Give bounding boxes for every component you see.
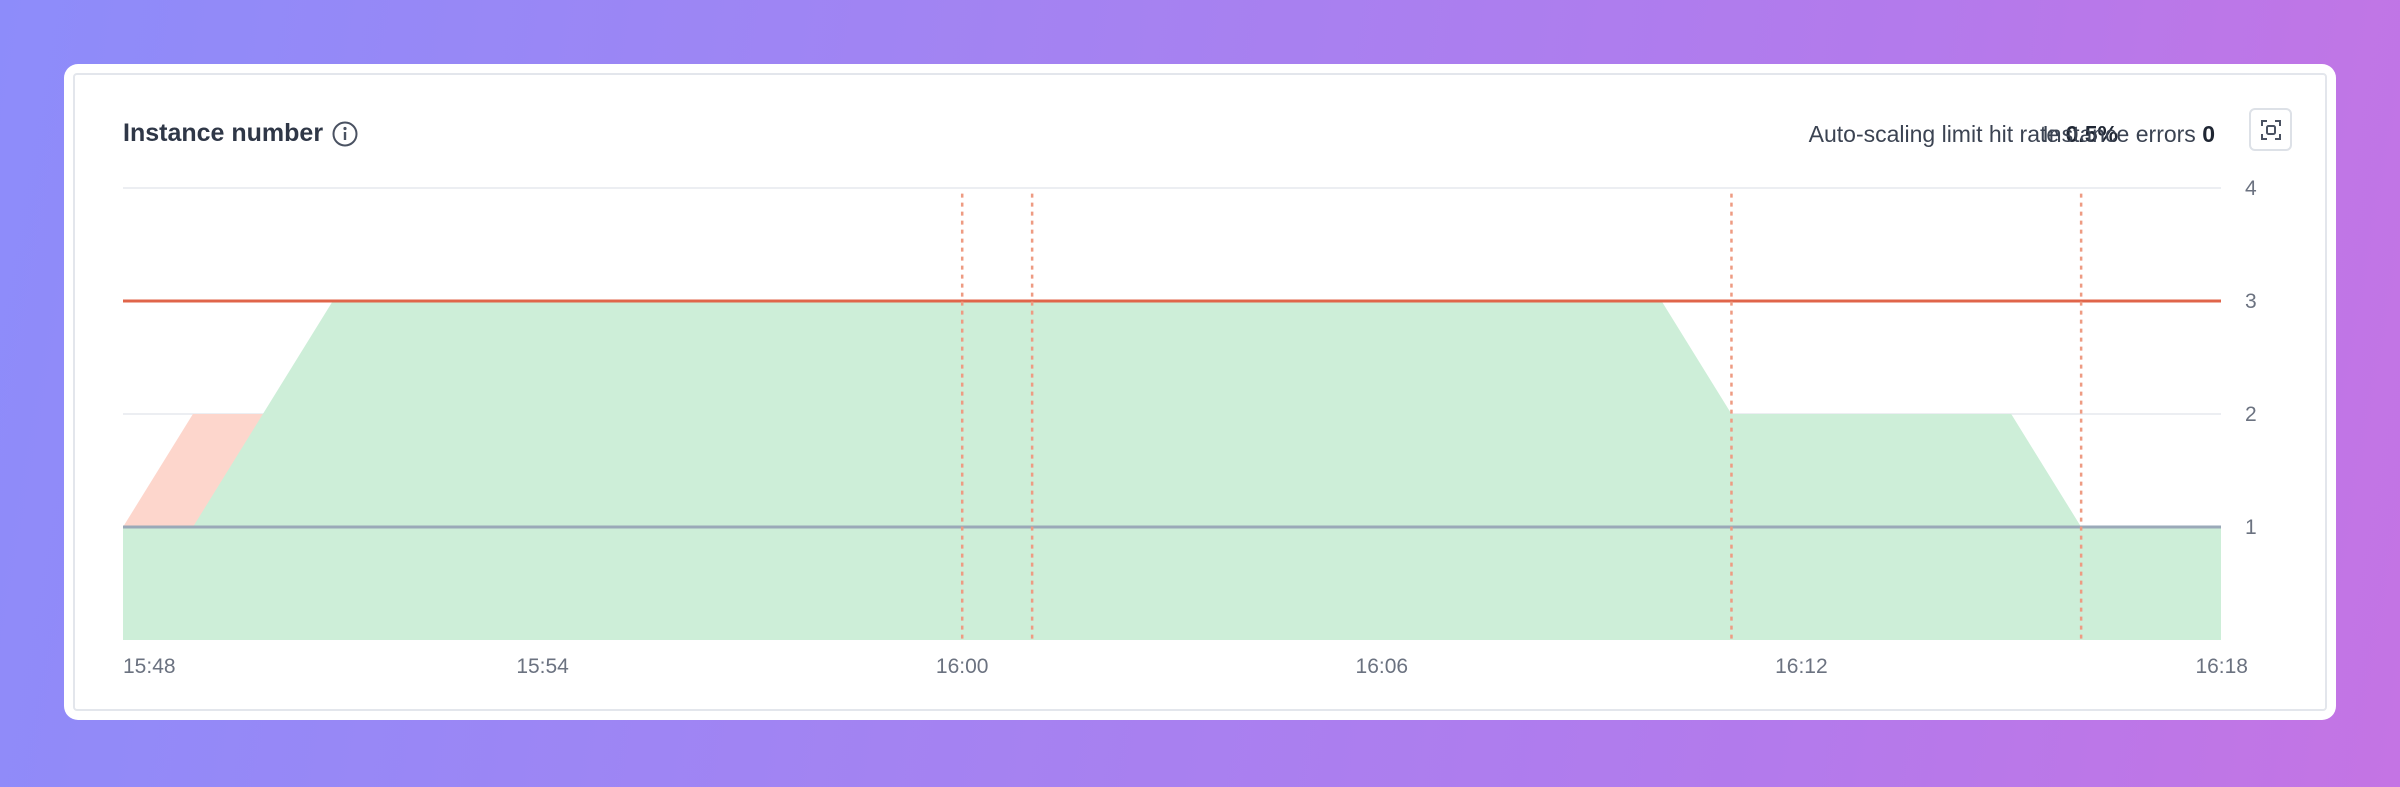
event-markers — [960, 193, 2083, 640]
autoscaling-limit-value: 0.5% — [2065, 121, 2118, 147]
instance-errors-metric: Instance errors 0 — [2042, 121, 2215, 148]
reference-lines — [123, 299, 2221, 529]
chart-title: Instance number — [123, 119, 324, 147]
instance-area-0 — [123, 301, 2221, 640]
y-tick-label-3: 3 — [2245, 290, 2257, 313]
chart: 1 2 3 4 15:48 15:54 16:00 16:06 16:12 16:18 — [123, 177, 2257, 678]
x-tick-label-2: 16:00 — [936, 655, 989, 678]
instance-number-card: 1 2 3 4 15:48 15:54 16:00 16:06 16:12 16:18 Inst… — [64, 64, 2336, 720]
y-tick-label-2: 2 — [2245, 403, 2257, 426]
card-border: 1 2 3 4 15:48 15:54 16:00 16:06 16:12 16:18 Inst… — [73, 73, 2327, 711]
instance-errors-value: 0 — [2202, 121, 2215, 147]
y-ticks: 1 2 3 4 — [2245, 177, 2257, 539]
x-tick-label-5: 16:18 — [2195, 655, 2248, 678]
autoscaling-limit-label: Auto-scaling limit hit rate — [1808, 121, 2060, 147]
instance-errors-label: Instance errors — [2042, 121, 2196, 147]
expand-button[interactable] — [2249, 108, 2292, 151]
y-tick-label-1: 1 — [2245, 516, 2257, 539]
y-tick-label-4: 4 — [2245, 177, 2257, 200]
x-tick-label-0: 15:48 — [123, 655, 176, 678]
x-tick-label-1: 15:54 — [516, 655, 569, 678]
x-tick-label-3: 16:06 — [1356, 655, 1409, 678]
info-icon[interactable] — [331, 120, 359, 148]
x-tick-label-4: 16:12 — [1775, 655, 1828, 678]
autoscaling-limit-metric: Auto-scaling limit hit rate 0.5% — [1809, 121, 2118, 148]
expand-icon — [2260, 119, 2281, 140]
areas — [123, 301, 2221, 640]
x-ticks: 15:48 15:54 16:00 16:06 16:12 16:18 — [123, 655, 2248, 678]
